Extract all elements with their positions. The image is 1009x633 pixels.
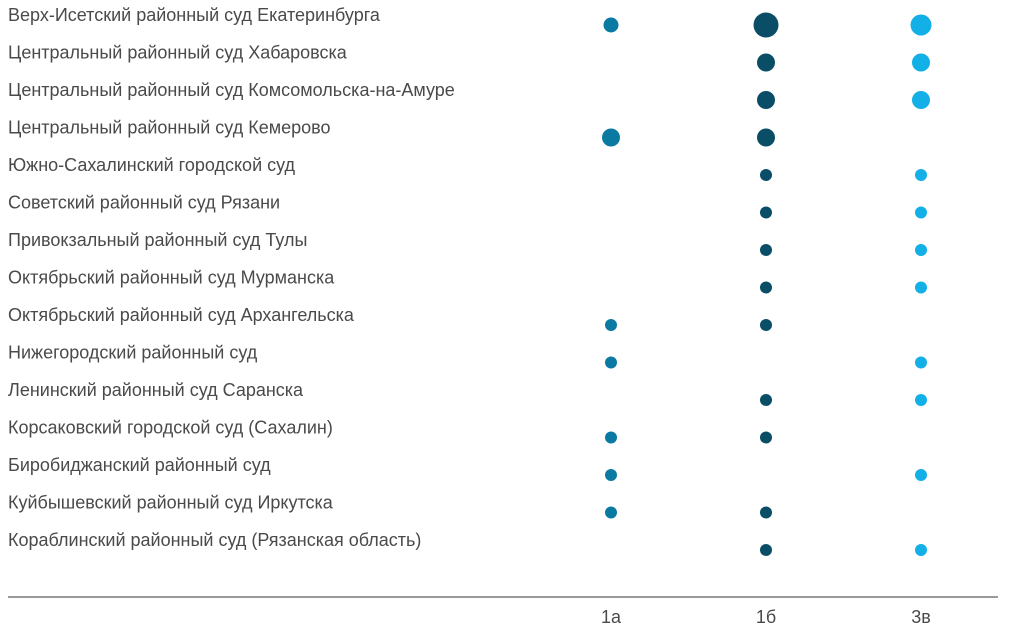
row-label: Октябрьский районный суд Архангельска [8,305,355,325]
dot-1а-row-14 [605,506,617,519]
dot-1б-row-3 [757,91,775,109]
dot-3в-row-13 [915,469,927,481]
row-label: Советский районный суд Рязани [8,193,280,213]
row-label: Ленинский районный суд Саранска [8,380,304,400]
dot-1б-row-14 [760,506,772,519]
dot-1а-row-4 [602,128,620,147]
dot-3в-row-1 [910,14,932,36]
row-label: Центральный районный суд Комсомольска-на… [8,80,455,100]
dot-1а-row-1 [603,17,619,33]
dot-1а-row-10 [605,356,617,369]
dot-3в-row-10 [915,356,927,369]
column-label: 3в [911,607,931,627]
dot-1б-row-15 [760,544,772,556]
row-label: Южно-Сахалинский городской суд [8,155,296,175]
row-label: Корсаковский городской суд (Сахалин) [8,418,333,438]
row-label: Центральный районный суд Кемерово [8,118,331,138]
dot-1а-row-12 [605,431,617,444]
dot-3в-row-15 [915,544,927,556]
dot-3в-row-11 [915,394,927,406]
row-label: Кораблинский районный суд (Рязанская обл… [8,530,421,550]
dot-3в-row-5 [915,169,927,181]
dot-1а-row-13 [605,469,617,481]
dot-1б-row-4 [757,128,775,147]
dot-1б-row-5 [760,169,772,181]
row-label: Куйбышевский районный суд Иркутска [8,493,334,513]
dot-3в-row-7 [915,244,927,256]
row-label: Биробиджанский районный суд [8,455,271,475]
dot-1б-row-9 [760,319,772,331]
row-label: Привокзальный районный суд Тулы [8,230,307,250]
row-label: Октябрьский районный суд Мурманска [8,268,335,288]
row-label: Верх-Исетский районный суд Екатеринбурга [8,5,381,25]
column-labels: 1а 1б 3в [601,607,931,627]
dots [602,12,932,556]
dot-1б-row-6 [760,206,772,219]
column-label: 1б [756,607,776,627]
dot-3в-row-8 [915,281,927,294]
dot-1б-row-11 [760,394,772,406]
dot-1б-row-8 [760,281,772,294]
dot-1б-row-2 [757,53,775,72]
dot-1б-row-7 [760,244,772,256]
dot-3в-row-6 [915,206,927,219]
row-label: Нижегородский районный суд [8,343,258,363]
dot-1б-row-1 [753,12,779,38]
dot-3в-row-3 [912,91,930,109]
row-label: Центральный районный суд Хабаровска [8,43,348,63]
dot-1а-row-9 [605,319,617,331]
row-labels: Верх-Исетский районный суд Екатеринбурга… [8,5,455,550]
column-label: 1а [601,607,622,627]
dot-3в-row-2 [912,53,930,72]
dot-1б-row-12 [760,431,772,444]
